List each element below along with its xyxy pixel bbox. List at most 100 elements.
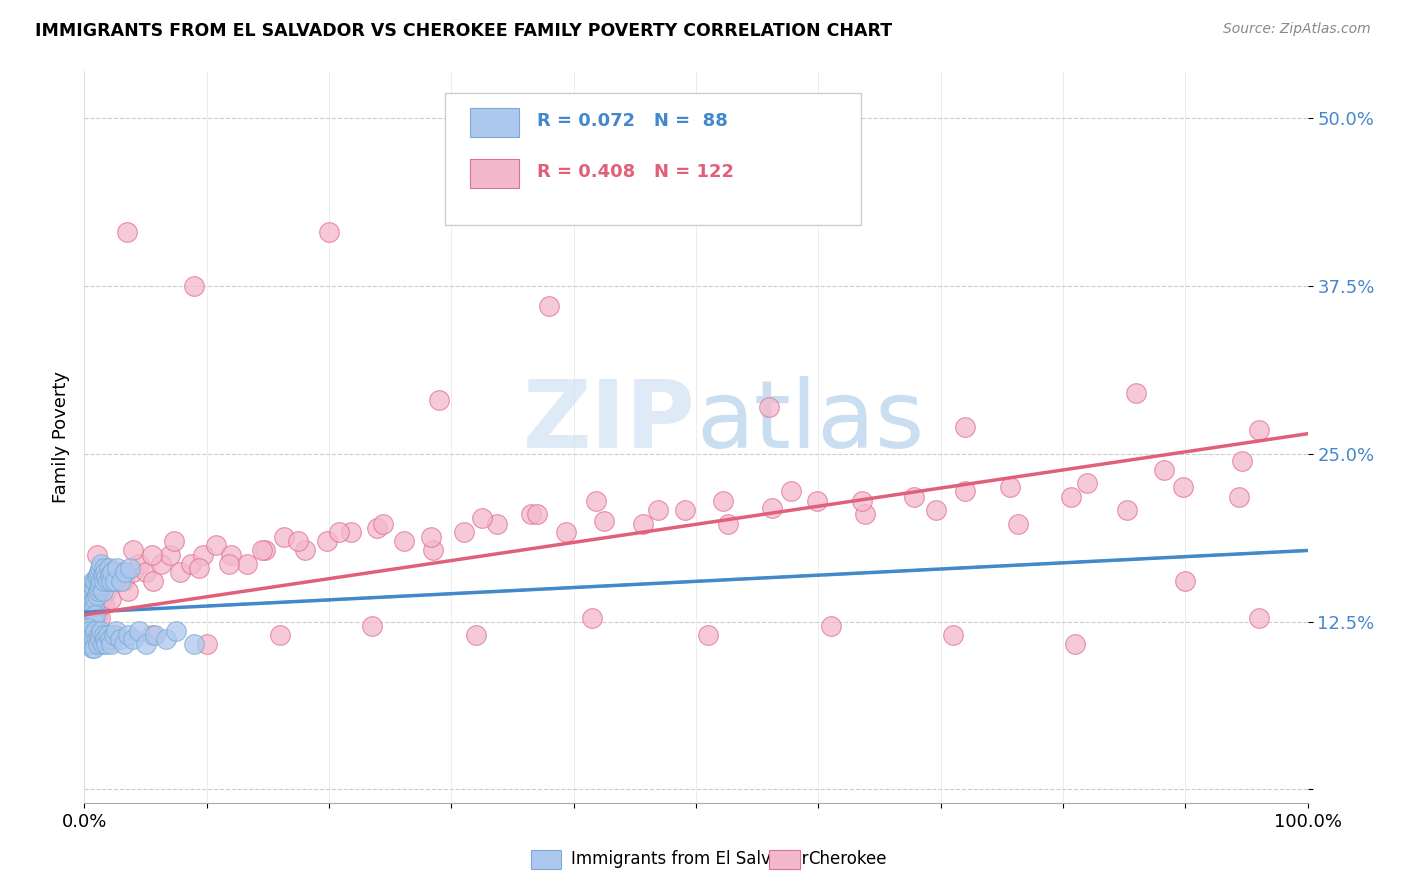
- Point: [82, 574, 104, 589]
- Point: [155, 632, 177, 646]
- Point: [87, 565, 110, 579]
- Point: [100, 574, 122, 589]
- Point: [806, 493, 828, 508]
- Point: [87, 591, 110, 606]
- Point: [87, 628, 110, 642]
- Point: [80, 641, 103, 656]
- Point: [328, 524, 350, 539]
- Point: [135, 637, 157, 651]
- Point: [1000, 480, 1022, 494]
- Point: [1125, 386, 1147, 401]
- Point: [84, 591, 107, 606]
- Point: [77, 597, 100, 611]
- Point: [91, 637, 114, 651]
- Point: [93, 574, 115, 589]
- Point: [143, 628, 166, 642]
- Point: [80, 613, 103, 627]
- Point: [86, 570, 108, 584]
- Point: [77, 628, 100, 642]
- Point: [76, 597, 98, 611]
- Point: [83, 615, 105, 629]
- Point: [117, 628, 139, 642]
- Point: [1227, 490, 1250, 504]
- Point: [76, 605, 98, 619]
- Point: [520, 508, 543, 522]
- Point: [79, 601, 101, 615]
- Point: [633, 516, 655, 531]
- Point: [93, 597, 115, 611]
- Point: [76, 615, 98, 629]
- Point: [89, 578, 111, 592]
- Point: [87, 601, 110, 615]
- Text: Immigrants from El Salvador: Immigrants from El Salvador: [571, 850, 808, 868]
- Point: [82, 610, 104, 624]
- Point: [90, 574, 112, 589]
- Point: [89, 561, 111, 575]
- Point: [236, 557, 259, 571]
- Point: [673, 503, 696, 517]
- Point: [165, 624, 187, 638]
- Point: [371, 516, 394, 531]
- Point: [82, 637, 104, 651]
- Point: [254, 543, 277, 558]
- Point: [91, 567, 114, 582]
- Point: [183, 279, 205, 293]
- Point: [287, 534, 309, 549]
- Point: [318, 226, 340, 240]
- Point: [104, 628, 127, 642]
- Point: [93, 561, 115, 575]
- Point: [100, 637, 122, 651]
- Point: [142, 574, 165, 589]
- Point: [82, 594, 104, 608]
- Point: [141, 628, 163, 642]
- Point: [77, 621, 100, 635]
- Point: [77, 624, 100, 638]
- Point: [75, 628, 97, 642]
- Point: [107, 565, 129, 579]
- Point: [851, 493, 873, 508]
- Point: [87, 637, 110, 651]
- FancyBboxPatch shape: [446, 94, 860, 225]
- Point: [953, 484, 976, 499]
- Point: [83, 599, 105, 614]
- Point: [697, 628, 720, 642]
- Point: [101, 565, 124, 579]
- Point: [90, 557, 112, 571]
- Point: [953, 420, 976, 434]
- Point: [1064, 637, 1087, 651]
- Point: [89, 632, 111, 646]
- Point: [593, 514, 616, 528]
- Point: [925, 503, 948, 517]
- Point: [780, 484, 803, 499]
- Point: [83, 597, 105, 611]
- Y-axis label: Family Poverty: Family Poverty: [52, 371, 70, 503]
- Point: [75, 605, 97, 619]
- Point: [141, 548, 163, 562]
- Point: [1060, 490, 1083, 504]
- Point: [77, 594, 100, 608]
- Point: [315, 534, 337, 549]
- Point: [122, 543, 145, 558]
- Point: [118, 561, 141, 575]
- Point: [110, 574, 132, 589]
- Point: [360, 618, 382, 632]
- Point: [86, 632, 108, 646]
- Point: [93, 628, 115, 642]
- Point: [526, 508, 548, 522]
- Point: [82, 610, 104, 624]
- Point: [115, 226, 138, 240]
- Point: [758, 400, 780, 414]
- Point: [80, 578, 103, 592]
- Text: atlas: atlas: [696, 376, 924, 468]
- Point: [112, 637, 135, 651]
- Point: [761, 500, 783, 515]
- Point: [273, 530, 295, 544]
- Point: [128, 557, 150, 571]
- Point: [820, 618, 842, 632]
- Point: [77, 632, 100, 646]
- Text: IMMIGRANTS FROM EL SALVADOR VS CHEROKEE FAMILY POVERTY CORRELATION CHART: IMMIGRANTS FROM EL SALVADOR VS CHEROKEE …: [35, 22, 893, 40]
- Point: [250, 543, 273, 558]
- Point: [80, 597, 103, 611]
- Point: [340, 524, 363, 539]
- Point: [672, 125, 695, 139]
